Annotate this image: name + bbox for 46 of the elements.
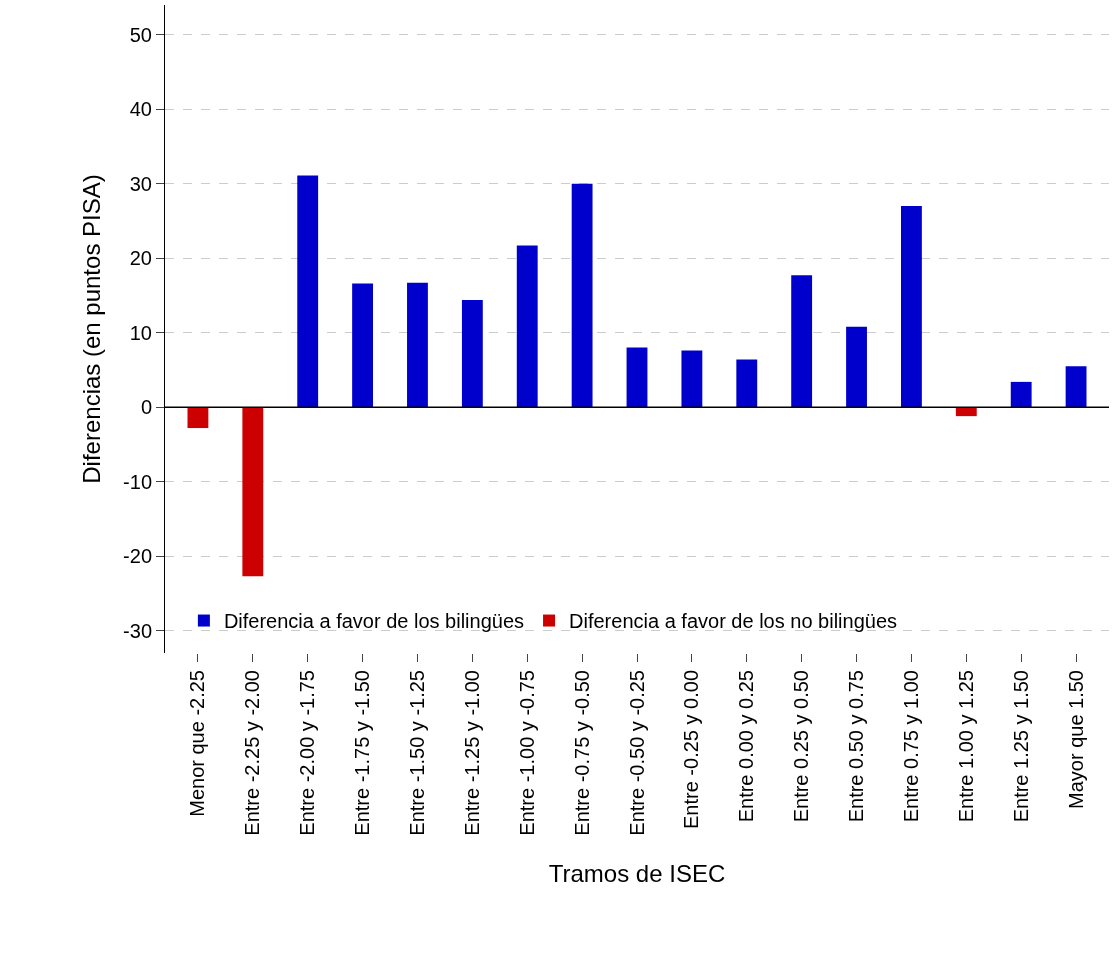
y-tick-label: -30 bbox=[123, 619, 152, 642]
x-tick-label: Entre -2.25 y -2.00 bbox=[241, 670, 264, 836]
x-tick-label: Entre 1.25 y 1.50 bbox=[1009, 670, 1032, 823]
bar bbox=[736, 359, 758, 408]
y-tick-label: 50 bbox=[129, 23, 152, 46]
bar bbox=[626, 347, 648, 408]
y-tick-label: 40 bbox=[129, 98, 152, 121]
y-axis-title: Diferencias (en puntos PISA) bbox=[78, 174, 106, 484]
bar bbox=[571, 183, 593, 408]
y-tick-label: -10 bbox=[123, 470, 152, 493]
x-tick-label: Entre -1.75 y -1.50 bbox=[351, 670, 374, 836]
bar bbox=[846, 326, 867, 408]
bar bbox=[681, 350, 703, 408]
x-tick-label: Entre 0.75 y 1.00 bbox=[899, 670, 922, 823]
x-tick-label: Entre 0.50 y 0.75 bbox=[845, 670, 868, 823]
bar bbox=[1065, 366, 1087, 408]
x-tick-label: Entre -1.50 y -1.25 bbox=[405, 670, 428, 836]
y-tick-label: 20 bbox=[129, 247, 152, 270]
x-axis-title: Tramos de ISEC bbox=[548, 859, 726, 887]
y-tick-label: 0 bbox=[140, 396, 152, 419]
bar bbox=[352, 283, 374, 408]
bar bbox=[791, 275, 813, 408]
y-tick-label: 30 bbox=[129, 172, 152, 195]
x-tick-label: Entre -0.50 y -0.25 bbox=[625, 670, 648, 836]
y-tick-label: -20 bbox=[123, 545, 152, 568]
x-tick-label: Entre -1.00 y -0.75 bbox=[515, 670, 538, 836]
bar bbox=[516, 245, 538, 408]
bar bbox=[407, 282, 428, 408]
x-tick-label: Entre -1.25 y -1.00 bbox=[460, 670, 483, 836]
x-tick-label: Menor que -2.25 bbox=[186, 670, 209, 817]
bar bbox=[900, 206, 922, 408]
legend-label: Diferencia a favor de los bilingües bbox=[223, 610, 525, 633]
y-tick-label: 10 bbox=[129, 321, 152, 344]
bar bbox=[461, 299, 483, 408]
x-tick-label: Entre -0.75 y -0.50 bbox=[570, 670, 593, 836]
x-tick-label: Entre 0.25 y 0.50 bbox=[790, 670, 813, 823]
bar bbox=[297, 175, 319, 408]
bar bbox=[187, 407, 209, 429]
bar bbox=[242, 407, 264, 577]
x-tick-label: Entre 0.00 y 0.25 bbox=[735, 670, 758, 823]
x-tick-label: Entre -2.00 y -1.75 bbox=[296, 670, 319, 836]
x-tick-label: Entre 1.00 y 1.25 bbox=[954, 670, 977, 823]
legend-label: Diferencia a favor de los no bilingües bbox=[569, 610, 898, 633]
x-tick-label: Entre -0.25 y 0.00 bbox=[680, 670, 703, 829]
x-tick-label: Mayor que 1.50 bbox=[1064, 670, 1087, 809]
bar bbox=[1010, 381, 1032, 408]
